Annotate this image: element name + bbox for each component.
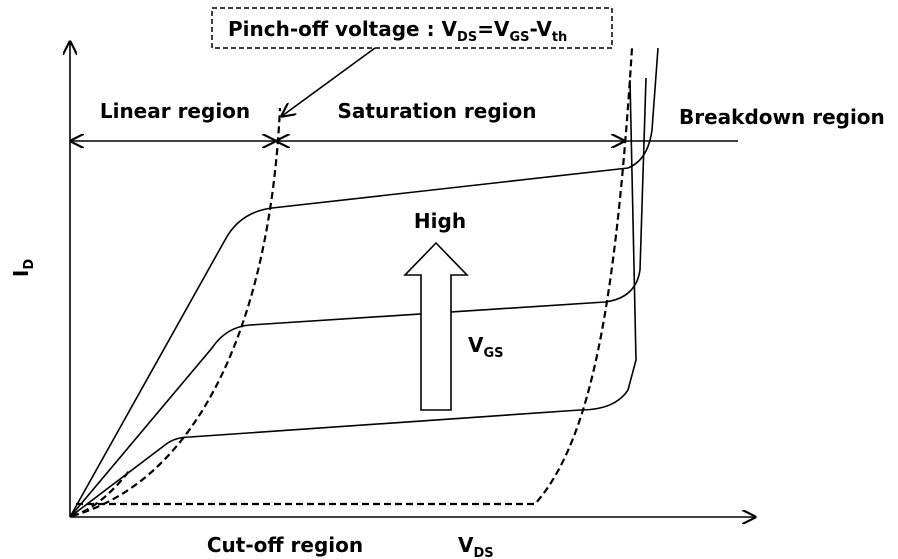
pinch-off-box — [211, 7, 613, 49]
vgs-direction: High — [414, 209, 466, 233]
pinch-off-pointer — [282, 47, 376, 116]
text-part: th — [552, 30, 567, 45]
text-part: =V — [477, 17, 510, 41]
text-part: D — [22, 259, 37, 270]
text-part: GS — [483, 346, 503, 361]
cutoff-region-label: Cut-off region — [207, 533, 363, 557]
text-part: V — [458, 533, 474, 557]
saturation-region-label: Saturation region — [338, 99, 537, 123]
pinch-off-left — [71, 107, 282, 518]
text-part: -V — [529, 17, 552, 41]
curve-high — [69, 47, 659, 518]
y-axis-label: ID — [9, 259, 37, 277]
text-part: V — [468, 333, 484, 357]
linear-region-label: Linear region — [100, 99, 250, 123]
cutoff-curve — [71, 469, 131, 518]
curve-low — [69, 79, 637, 518]
x-axis-label: VDS — [458, 533, 494, 559]
text-part: GS — [509, 30, 529, 45]
text-part: DS — [457, 30, 477, 45]
vgs-arrow — [403, 241, 469, 411]
text-part: DS — [473, 546, 493, 559]
text-part: Pinch-off voltage : V — [228, 17, 458, 41]
breakdown-region-label: Breakdown region — [679, 105, 885, 129]
pinch-off-right — [76, 47, 634, 506]
vgs-label: VGS — [468, 333, 504, 361]
pinch-off-label: Pinch-off voltage : VDS=VGS-Vth — [228, 17, 567, 45]
text-part: I — [9, 270, 33, 277]
